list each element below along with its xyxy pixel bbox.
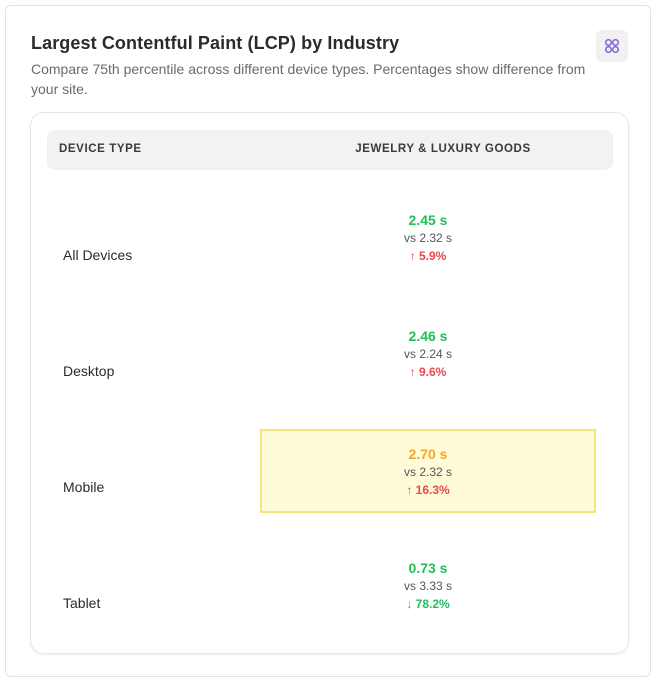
metric-comparison: vs 2.32 s [403,231,453,245]
column-header-device-type: DEVICE TYPE [59,143,142,155]
metric-difference: ↑ 5.9% [409,249,447,263]
comparison-table: DEVICE TYPE JEWELRY & LUXURY GOODS All D… [30,112,629,654]
card-subtitle: Compare 75th percentile across different… [31,61,586,97]
metric-comparison: vs 2.32 s [403,465,453,479]
table-row: Mobile 2.70 s vs 2.32 s ↑ 16.3% [47,429,613,545]
card-title: Largest Contentful Paint (LCP) by Indust… [31,33,400,53]
metric-cell: 2.45 s vs 2.32 s ↑ 5.9% [260,197,596,281]
metric-value: 2.70 s [408,446,448,462]
metric-comparison: vs 2.24 s [403,347,453,361]
row-label-all-devices: All Devices [63,247,133,263]
metric-value: 2.45 s [408,212,448,228]
table-header: DEVICE TYPE JEWELRY & LUXURY GOODS [47,130,613,170]
metric-cell: 2.46 s vs 2.24 s ↑ 9.6% [260,313,596,397]
metric-difference: ↑ 9.6% [409,365,447,379]
metric-difference: ↓ 78.2% [406,597,450,611]
row-label-mobile: Mobile [63,479,105,495]
row-label-tablet: Tablet [63,595,101,611]
table-row: Tablet 0.73 s vs 3.33 s ↓ 78.2% [47,545,613,661]
metric-cell: 0.73 s vs 3.33 s ↓ 78.2% [260,545,596,629]
row-label-desktop: Desktop [63,363,115,379]
metric-comparison: vs 3.33 s [403,579,453,593]
metric-difference: ↑ 16.3% [406,483,450,497]
metric-value: 2.46 s [408,328,448,344]
metric-value: 0.73 s [408,560,448,576]
table-row: All Devices 2.45 s vs 2.32 s ↑ 5.9% [47,197,613,313]
grid-icon [605,39,619,53]
grid-view-button[interactable] [596,30,628,62]
table-row: Desktop 2.46 s vs 2.24 s ↑ 9.6% [47,313,613,429]
lcp-card: Largest Contentful Paint (LCP) by Indust… [5,5,651,677]
column-header-industry: JEWELRY & LUXURY GOODS [355,143,531,155]
metric-cell: 2.70 s vs 2.32 s ↑ 16.3% [260,429,596,513]
